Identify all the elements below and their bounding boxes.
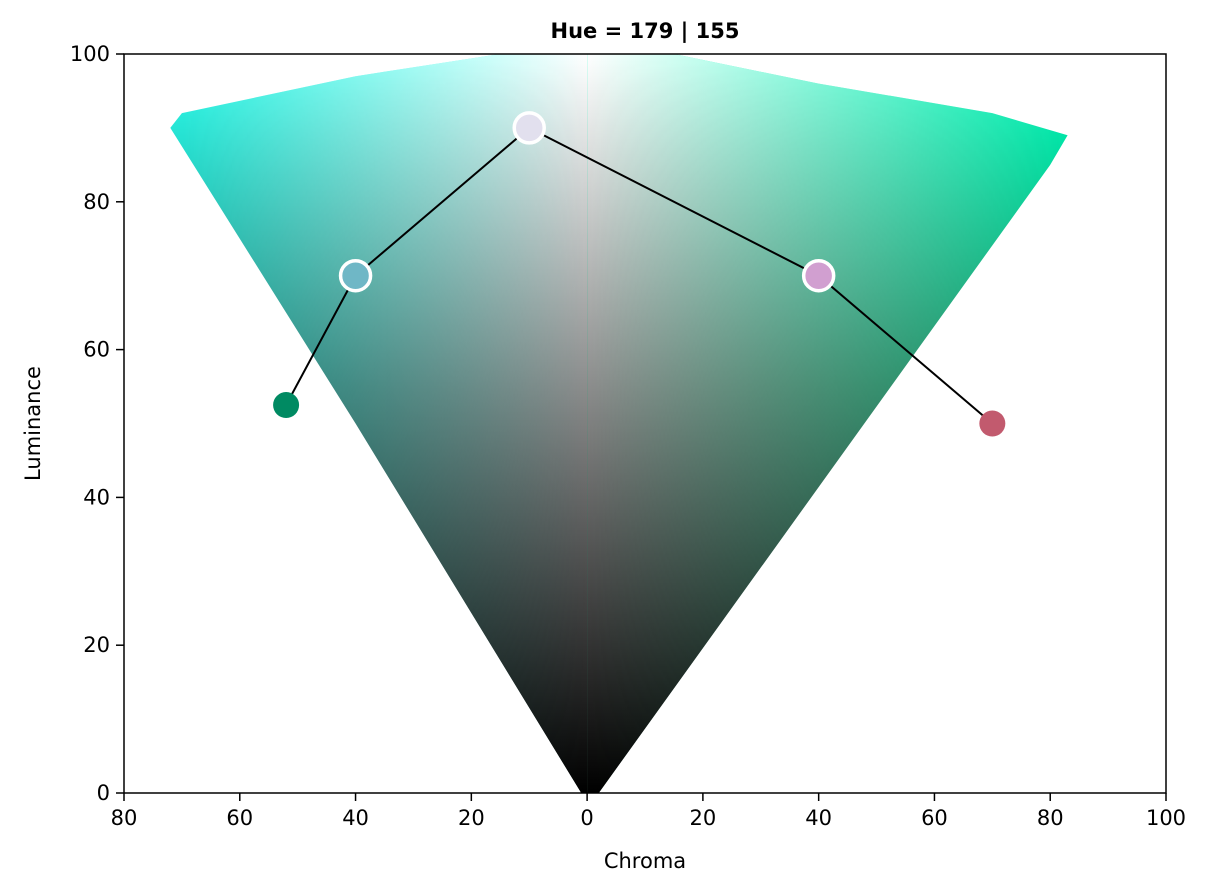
palette-point-2 [338,258,373,293]
gamut-center-left [170,54,588,793]
x-tick-label-9: 100 [1146,806,1186,830]
y-tick-label-3: 60 [83,338,110,362]
palette-point-5 [979,410,1006,437]
y-tick-label-1: 20 [83,633,110,657]
x-tick-label-4: 0 [580,806,593,830]
y-axis-ticks: 0 20 40 60 80 100 [70,42,124,805]
palette-point-4 [801,258,836,293]
x-tick-label-0: 80 [111,806,138,830]
plot-frame [123,53,1167,794]
x-axis-ticks: 80 60 40 20 0 20 40 60 80 100 [111,793,1186,830]
palette-point-3 [512,111,546,145]
y-tick-label-4: 80 [83,190,110,214]
x-axis-label: Chroma [604,849,686,873]
x-tick-label-2: 40 [342,806,369,830]
x-tick-label-8: 80 [1037,806,1064,830]
x-tick-label-6: 40 [805,806,832,830]
x-tick-label-7: 60 [921,806,948,830]
x-tick-label-3: 20 [458,806,485,830]
y-tick-label-2: 40 [83,485,110,509]
x-tick-label-5: 20 [690,806,717,830]
gamut-center-right [587,54,1068,793]
x-tick-label-1: 60 [226,806,253,830]
y-tick-label-0: 0 [97,781,110,805]
chart-title: Hue = 179 | 155 [551,19,740,44]
palette-points [273,111,1006,437]
y-axis-label: Luminance [21,366,45,481]
y-tick-label-5: 100 [70,42,110,66]
palette-point-1 [273,392,300,419]
